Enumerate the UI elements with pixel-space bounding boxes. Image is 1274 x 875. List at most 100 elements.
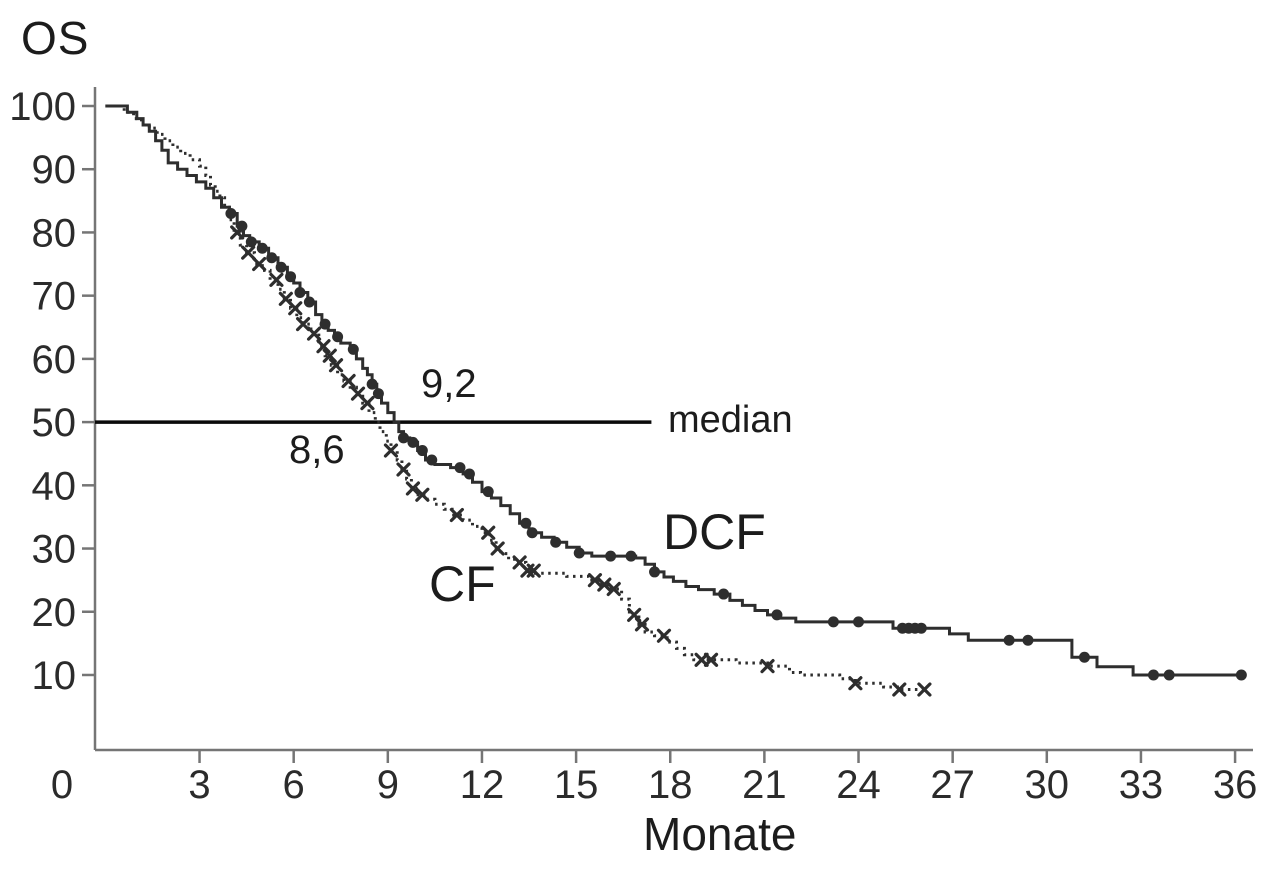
y-tick-label: 90 bbox=[32, 148, 77, 192]
y-tick-label: 80 bbox=[32, 211, 77, 255]
x-tick-label: 12 bbox=[460, 763, 505, 807]
cf-censor-mark bbox=[490, 541, 505, 556]
dcf-censor-mark bbox=[1147, 669, 1159, 681]
dcf-censor-mark bbox=[285, 271, 297, 283]
dcf-censor-mark bbox=[294, 286, 306, 298]
x-tick-label: 6 bbox=[283, 763, 305, 807]
x-tick-label: 0 bbox=[51, 763, 73, 807]
dcf-censor-mark bbox=[625, 550, 637, 562]
cf-series-label: CF bbox=[429, 556, 496, 612]
dcf-curve bbox=[105, 104, 1243, 677]
x-tick-label: 3 bbox=[188, 763, 210, 807]
cf-censor-mark bbox=[848, 676, 863, 691]
x-tick-label: 9 bbox=[377, 763, 399, 807]
x-axis-title: Monate bbox=[643, 808, 797, 860]
cf-censor-mark bbox=[269, 272, 284, 287]
dcf-censor-mark bbox=[319, 318, 331, 330]
dcf-censor-mark bbox=[526, 527, 538, 539]
y-tick-label: 10 bbox=[32, 654, 77, 698]
dcf-censor-mark bbox=[454, 462, 466, 474]
chart-title: OS bbox=[21, 12, 90, 64]
cf-censor-mark bbox=[316, 339, 331, 354]
cf-censor-mark bbox=[526, 563, 541, 578]
cf-median-value-label: 8,6 bbox=[289, 428, 345, 472]
dcf-censor-mark bbox=[827, 616, 839, 628]
dcf-censor-mark bbox=[520, 517, 532, 529]
cf-censor-mark bbox=[587, 573, 603, 588]
cf-censor-mark bbox=[360, 396, 375, 411]
median-line-label: median bbox=[668, 399, 793, 441]
dcf-censor-mark bbox=[366, 378, 378, 390]
x-tick-label: 30 bbox=[1025, 763, 1070, 807]
y-tick-label: 20 bbox=[32, 591, 77, 635]
dcf-censor-mark bbox=[347, 343, 359, 355]
cf-censor-mark bbox=[295, 317, 311, 332]
cf-censor-mark bbox=[656, 628, 672, 643]
cf-censor-mark bbox=[597, 577, 612, 592]
dcf-censor-mark bbox=[426, 454, 438, 466]
dcf-censor-mark bbox=[275, 261, 287, 273]
y-tick-label: 50 bbox=[32, 401, 77, 445]
cf-censor-mark bbox=[230, 225, 245, 240]
dcf-censor-mark bbox=[256, 242, 268, 254]
cf-curve bbox=[105, 104, 928, 691]
dcf-censor-mark bbox=[1003, 634, 1015, 646]
y-tick-label: 40 bbox=[32, 464, 77, 508]
dcf-censor-mark bbox=[416, 445, 428, 457]
cf-censor-mark bbox=[341, 373, 356, 389]
cf-censor-mark bbox=[917, 682, 932, 697]
x-tick-label: 36 bbox=[1213, 763, 1258, 807]
cf-censor-mark bbox=[322, 348, 337, 363]
dcf-censor-mark bbox=[332, 331, 344, 343]
cf-censor-mark bbox=[415, 487, 430, 502]
cf-censor-mark bbox=[405, 481, 421, 496]
cf-censor-mark bbox=[606, 581, 621, 597]
dcf-censor-mark bbox=[1078, 651, 1090, 663]
cf-censor-mark bbox=[449, 507, 464, 523]
cf-censor-mark bbox=[703, 652, 719, 667]
dcf-censor-mark bbox=[372, 388, 384, 400]
cf-censor-mark bbox=[252, 256, 267, 272]
dcf-censor-mark bbox=[245, 236, 257, 248]
cf-censor-mark bbox=[892, 682, 907, 697]
dcf-median-value-label: 9,2 bbox=[421, 362, 477, 406]
dcf-censor-mark bbox=[266, 252, 278, 264]
dcf-censor-mark bbox=[407, 436, 419, 448]
y-tick-label: 30 bbox=[32, 528, 77, 572]
dcf-censor-mark bbox=[463, 468, 475, 480]
cf-censor-mark bbox=[383, 443, 399, 458]
x-tick-label: 33 bbox=[1119, 763, 1164, 807]
cf-censor-mark bbox=[634, 617, 650, 632]
dcf-censor-mark bbox=[1235, 669, 1247, 681]
y-tick-label: 100 bbox=[9, 85, 76, 129]
dcf-censor-mark bbox=[853, 616, 865, 628]
dcf-censor-mark bbox=[550, 536, 562, 548]
dcf-censor-mark bbox=[649, 566, 661, 578]
dcf-censor-mark bbox=[605, 550, 617, 562]
cf-censor-mark bbox=[288, 301, 303, 316]
dcf-censor-mark bbox=[1022, 634, 1034, 646]
y-tick-label: 70 bbox=[32, 275, 77, 319]
cf-censor-mark bbox=[241, 245, 256, 260]
dcf-censor-mark bbox=[771, 609, 783, 621]
x-tick-label: 27 bbox=[930, 763, 975, 807]
y-tick-label: 60 bbox=[32, 338, 77, 382]
x-tick-label: 15 bbox=[554, 763, 599, 807]
cf-censor-mark bbox=[481, 525, 496, 540]
x-tick-label: 21 bbox=[742, 763, 787, 807]
dcf-censor-mark bbox=[718, 588, 730, 600]
x-tick-label: 24 bbox=[836, 763, 881, 807]
dcf-series-label: DCF bbox=[663, 504, 766, 560]
dcf-censor-mark bbox=[398, 432, 410, 444]
cf-censor-mark bbox=[760, 659, 775, 674]
x-tick-label: 18 bbox=[648, 763, 693, 807]
dcf-censor-mark bbox=[225, 207, 237, 219]
dcf-censor-mark bbox=[303, 296, 315, 308]
dcf-censor-mark bbox=[482, 486, 494, 498]
dcf-censor-mark bbox=[1163, 669, 1175, 681]
dcf-censor-mark bbox=[915, 622, 927, 634]
cf-censor-mark bbox=[396, 462, 411, 477]
dcf-censor-mark bbox=[573, 547, 585, 559]
